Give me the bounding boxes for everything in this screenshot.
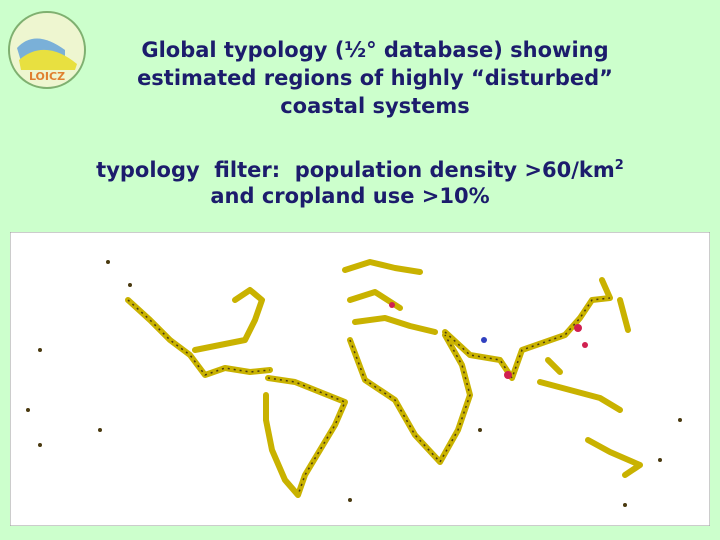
subtitle-line: typology filter: population density >60/… [0,152,720,184]
map-frame [10,232,710,526]
logo: LOICZ [8,11,86,89]
title-line: coastal systems [280,94,470,118]
superscript: 2 [614,158,624,173]
logo-text: LOICZ [29,70,65,83]
subtitle-text: typology filter: population density >60/… [96,158,615,182]
title-line: Global typology (½° database) showing [141,38,609,62]
title-line: estimated regions of highly “disturbed” [137,66,613,90]
map [10,232,710,526]
coastlines [26,259,682,507]
subtitle-line: and cropland use >10% [210,184,490,208]
